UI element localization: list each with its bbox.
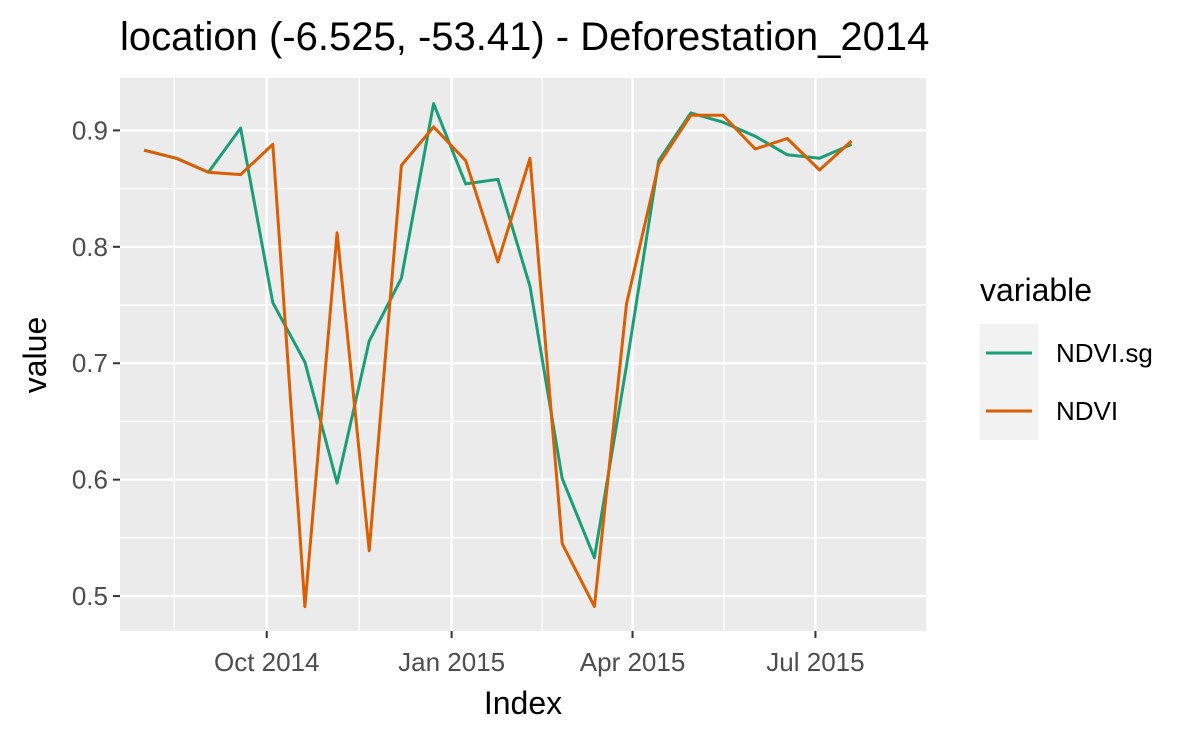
y-tick-label: 0.6: [72, 465, 108, 495]
x-tick-label: Jan 2015: [398, 647, 505, 677]
x-tick-label: Apr 2015: [580, 647, 686, 677]
grid-major: [120, 78, 926, 631]
legend: variable NDVI.sg NDVI: [980, 272, 1153, 440]
x-axis: Oct 2014 Jan 2015 Apr 2015 Jul 2015: [214, 631, 865, 677]
plot-panel: [120, 78, 926, 631]
y-tick-label: 0.9: [72, 115, 108, 145]
series-line-ndvi: [143, 113, 853, 609]
legend-title: variable: [980, 272, 1092, 308]
series-lines: [143, 102, 853, 609]
y-axis: 0.5 0.6 0.7 0.8 0.9: [72, 115, 120, 611]
grid-minor: [120, 78, 926, 631]
y-tick-label: 0.8: [72, 232, 108, 262]
legend-label-ndvi-sg: NDVI.sg: [1056, 338, 1153, 368]
x-axis-title: Index: [484, 685, 562, 721]
y-axis-title: value: [17, 317, 53, 394]
x-tick-label: Jul 2015: [766, 647, 864, 677]
legend-label-ndvi: NDVI: [1056, 396, 1118, 426]
y-tick-label: 0.5: [72, 581, 108, 611]
chart-title: location (-6.525, -53.41) - Deforestatio…: [120, 15, 929, 59]
legend-key-background: [980, 324, 1038, 440]
y-tick-label: 0.7: [72, 348, 108, 378]
x-tick-label: Oct 2014: [214, 647, 320, 677]
